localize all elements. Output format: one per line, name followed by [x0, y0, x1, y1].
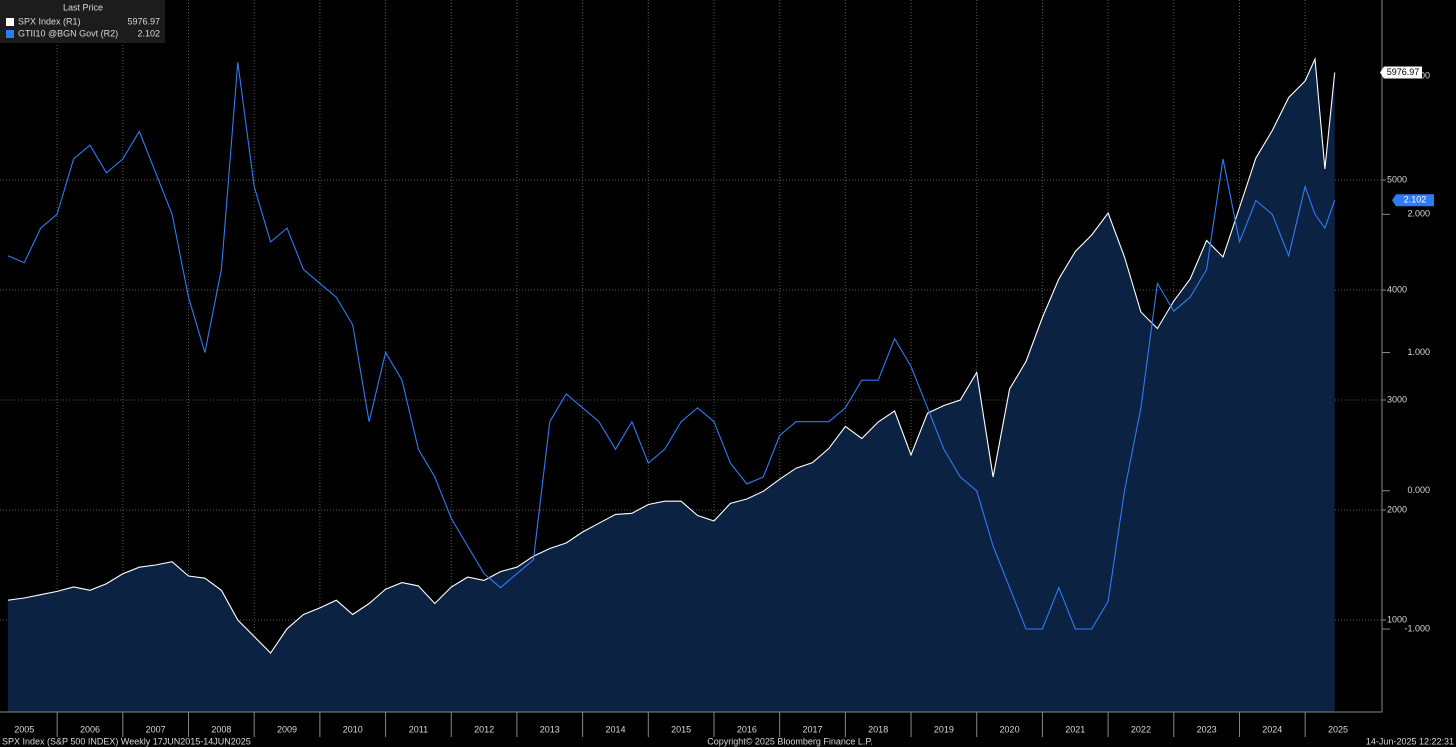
y-tick-label: 2000 [1387, 504, 1407, 514]
last-value-tag [1392, 194, 1434, 207]
y2-tick-label: 1.000 [1407, 347, 1430, 357]
x-tick-label: 2019 [934, 724, 954, 734]
x-tick-label: 2013 [540, 724, 560, 734]
x-tick-label: 2007 [146, 724, 166, 734]
footer-right: 14-Jun-2025 12:22:31 [1366, 736, 1454, 746]
legend-box [0, 0, 165, 43]
area [7, 59, 1335, 712]
legend-value: 2.102 [137, 28, 160, 38]
last-value-tag [1380, 66, 1422, 79]
y-tick-label: 3000 [1387, 394, 1407, 404]
y-tick-label: 5000 [1387, 174, 1407, 184]
legend-swatch [6, 18, 14, 26]
x-tick-label: 2005 [14, 724, 34, 734]
line [7, 56, 1336, 654]
x-tick-label: 2014 [605, 724, 625, 734]
legend-value: 5976.97 [127, 16, 160, 26]
last-value-label: 5976.97 [1387, 67, 1420, 77]
plot-area [0, 0, 1382, 712]
x-tick-label: 2021 [1065, 724, 1085, 734]
x-tick-label: 2024 [1262, 724, 1282, 734]
y2-tick-label: 0.000 [1407, 485, 1430, 495]
x-tick-label: 2010 [343, 724, 363, 734]
x-tick-label: 2022 [1131, 724, 1151, 734]
legend-label: GTII10 @BGN Govt (R2) [18, 28, 118, 38]
x-tick-label: 2023 [1197, 724, 1217, 734]
x-tick-label: 2006 [80, 724, 100, 734]
last-value-label: 2.102 [1404, 195, 1427, 205]
x-tick-label: 2009 [277, 724, 297, 734]
x-tick-label: 2008 [211, 724, 231, 734]
legend-label: SPX Index (R1) [18, 16, 81, 26]
line [7, 62, 1336, 630]
x-tick-label: 2020 [1000, 724, 1020, 734]
x-tick-label: 2016 [737, 724, 757, 734]
x-tick-label: 2015 [671, 724, 691, 734]
y2-tick-label: 2.000 [1407, 209, 1430, 219]
legend-title: Last Price [63, 2, 103, 12]
y-tick-label: 4000 [1387, 284, 1407, 294]
y-tick-label: 1000 [1387, 614, 1407, 624]
x-tick-label: 2017 [803, 724, 823, 734]
footer-center: Copyright© 2025 Bloomberg Finance L.P. [707, 736, 873, 746]
legend-swatch [6, 30, 14, 38]
x-tick-label: 2011 [409, 724, 428, 734]
x-tick-label: 2012 [474, 724, 494, 734]
footer-left: SPX Index (S&P 500 INDEX) Weekly 17JUN20… [2, 736, 251, 746]
y2-tick-label: -1.000 [1404, 623, 1430, 633]
x-tick-label: 2025 [1328, 724, 1348, 734]
x-tick-label: 2018 [868, 724, 888, 734]
